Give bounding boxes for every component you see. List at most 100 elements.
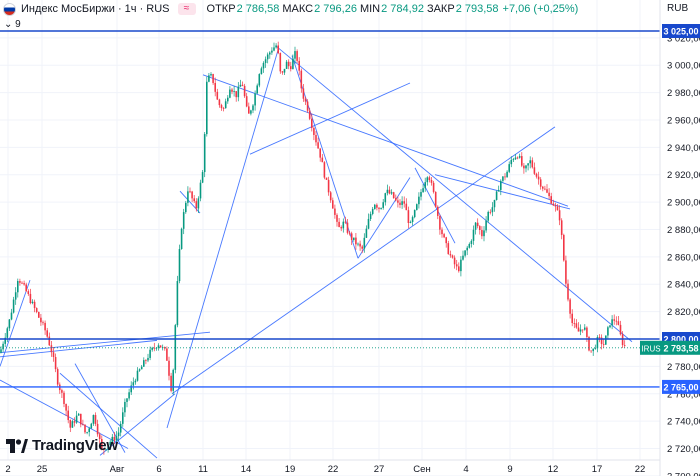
- trend-line[interactable]: [171, 126, 556, 395]
- candle-body: [237, 86, 240, 98]
- candle-body: [262, 62, 265, 69]
- candle-body: [437, 206, 439, 216]
- candle-body: [124, 401, 126, 413]
- candle-body: [334, 208, 336, 215]
- candle-body: [598, 337, 601, 338]
- candle-body: [443, 234, 445, 238]
- eye-toggle-icon[interactable]: ≈: [177, 3, 196, 15]
- candle-body: [31, 301, 34, 304]
- time-tick-label: Сен: [413, 464, 430, 475]
- candle-body: [336, 214, 338, 222]
- candle-body: [199, 182, 202, 199]
- candle-body: [539, 179, 542, 187]
- candle-body: [134, 380, 137, 383]
- candle-body: [327, 179, 330, 193]
- candle-body: [584, 327, 586, 330]
- candle-body: [260, 68, 263, 75]
- candle-body: [413, 209, 416, 218]
- candle-body: [12, 299, 15, 313]
- chart-grid: [0, 0, 660, 476]
- candle-body: [220, 105, 223, 109]
- candle-body: [569, 299, 571, 314]
- chevron-down-icon[interactable]: ⌄: [4, 19, 13, 30]
- trend-line[interactable]: [166, 50, 279, 429]
- close-value: 2 793,58: [455, 3, 499, 15]
- candle-body: [455, 264, 458, 267]
- candle-body: [596, 337, 599, 349]
- last-price-tag: [662, 340, 700, 355]
- trend-line[interactable]: [0, 331, 211, 354]
- candle-body: [424, 182, 426, 189]
- indicators-toggle[interactable]: ⌄ 9: [4, 19, 21, 30]
- trend-line[interactable]: [179, 190, 201, 214]
- candle-body: [605, 335, 607, 345]
- candle-body: [409, 221, 412, 223]
- candle-body: [277, 45, 279, 54]
- trend-line[interactable]: [99, 393, 176, 456]
- candle-body: [493, 199, 496, 208]
- trend-line[interactable]: [0, 379, 129, 449]
- candle-body: [266, 54, 269, 60]
- candle-body: [594, 348, 597, 350]
- tradingview-logo[interactable]: TradingView: [6, 437, 118, 454]
- candle-body: [550, 196, 552, 204]
- candle-body: [197, 198, 200, 209]
- candle-body: [581, 329, 584, 331]
- trend-line[interactable]: [275, 45, 633, 343]
- candle-body: [122, 412, 124, 424]
- candle-body: [191, 191, 193, 199]
- candle-body: [227, 97, 229, 102]
- candle-body: [250, 110, 252, 114]
- candle-body: [82, 424, 84, 426]
- candle-body: [33, 301, 36, 309]
- candle-body: [529, 160, 531, 164]
- candle-body: [546, 189, 548, 193]
- trend-line[interactable]: [202, 74, 569, 207]
- currency-label[interactable]: RUB: [667, 3, 689, 14]
- candle-body: [552, 203, 555, 206]
- trend-line[interactable]: [0, 339, 158, 358]
- trend-line[interactable]: [249, 82, 411, 155]
- candle-body: [208, 75, 210, 82]
- candle-body: [325, 177, 328, 180]
- candle-body: [132, 382, 135, 386]
- candle-body: [296, 51, 298, 61]
- price-tick-label: 2 900,00: [667, 198, 700, 209]
- candle-body: [290, 66, 292, 70]
- candle-body: [4, 337, 6, 344]
- candle-body: [369, 213, 372, 219]
- symbol-title[interactable]: Индекс МосБиржи · 1ч · RUS: [21, 3, 170, 15]
- trend-line[interactable]: [357, 177, 411, 259]
- candle-body: [420, 192, 422, 197]
- level-price-label: 2 800,00: [663, 335, 698, 345]
- candle-body: [458, 266, 460, 272]
- candle-body: [479, 226, 481, 230]
- candle-body: [40, 317, 42, 323]
- indicator-count: 9: [15, 19, 21, 30]
- price-tick-label: 2 880,00: [667, 225, 700, 236]
- candle-body: [54, 357, 57, 370]
- candle-body: [558, 210, 561, 221]
- candle-body: [63, 392, 65, 404]
- candle-body: [315, 134, 317, 143]
- candle-body: [416, 204, 418, 210]
- candle-body: [294, 51, 296, 59]
- candle-body: [71, 421, 74, 428]
- candle-body: [567, 283, 569, 300]
- candle-body: [460, 259, 462, 272]
- candle-body: [466, 247, 468, 251]
- candle-body: [495, 191, 498, 200]
- candle-body: [6, 328, 9, 338]
- trend-line[interactable]: [434, 174, 571, 210]
- candle-body: [117, 432, 120, 437]
- candle-body: [128, 392, 130, 399]
- price-tick-label: 2 940,00: [667, 143, 700, 154]
- candle-body: [617, 321, 620, 325]
- price-tick-label: 2 780,00: [667, 362, 700, 373]
- candle-body: [42, 322, 44, 324]
- candle-body: [399, 202, 401, 205]
- candle-body: [61, 390, 63, 393]
- time-tick-label: 22: [328, 464, 339, 475]
- candle-body: [563, 234, 565, 261]
